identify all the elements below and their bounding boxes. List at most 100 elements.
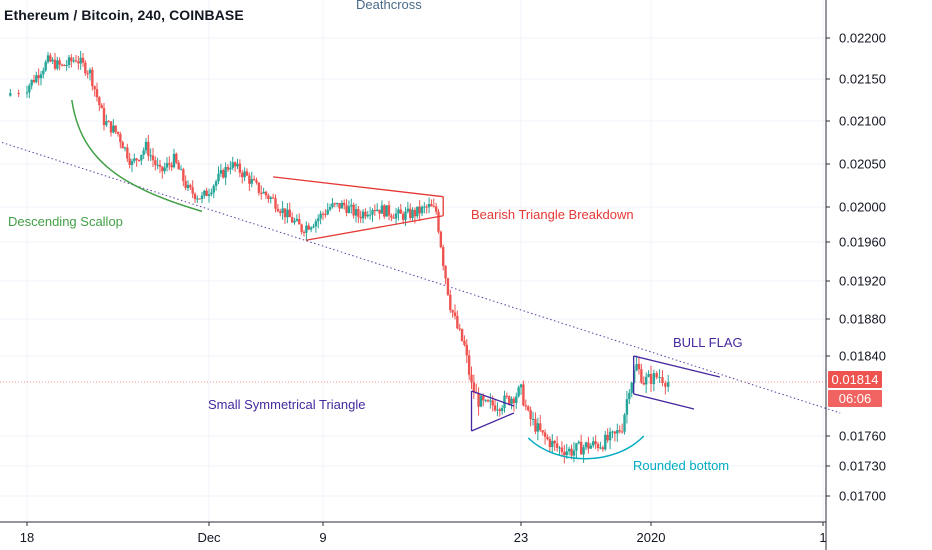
- candle-body: [147, 141, 150, 156]
- candle-body: [539, 423, 542, 431]
- time-tick-label: 18: [20, 530, 34, 545]
- candle-body: [579, 441, 583, 455]
- candle-body: [252, 179, 256, 181]
- candle-body: [458, 328, 461, 330]
- candle-body: [114, 125, 117, 132]
- candle-body: [302, 231, 306, 233]
- candle-body: [352, 204, 355, 216]
- candle-body: [158, 164, 162, 167]
- candle-body: [416, 206, 419, 217]
- candle-body: [262, 191, 265, 194]
- candle-body: [543, 432, 547, 437]
- candle-body: [630, 382, 633, 393]
- candle-body: [637, 363, 641, 370]
- candle-body: [345, 205, 348, 213]
- candle-body: [519, 384, 523, 388]
- candle-body: [51, 59, 54, 62]
- candle-body: [123, 147, 127, 149]
- candle-body: [243, 171, 246, 178]
- candle-body: [86, 73, 89, 75]
- candle-body: [442, 247, 445, 267]
- candle-body: [465, 344, 468, 356]
- candle-body: [119, 134, 122, 143]
- price-tick-label: 0.02050: [839, 157, 886, 172]
- candle-body: [217, 173, 220, 182]
- candle-body: [77, 61, 80, 64]
- candle-body: [300, 224, 303, 232]
- bull-flag-lower-line: [633, 393, 695, 410]
- time-tick-label: 9: [319, 530, 326, 545]
- candle-body: [95, 89, 99, 98]
- candle-body: [437, 211, 440, 232]
- candle-body: [179, 169, 183, 171]
- candle-body: [205, 190, 208, 196]
- candle-body: [347, 206, 351, 213]
- candle-body: [350, 204, 353, 207]
- price-tick-label: 0.02100: [839, 114, 886, 129]
- candle-body: [594, 441, 597, 445]
- candle-body: [354, 209, 358, 216]
- bearish-triangle-lower-line: [305, 215, 444, 241]
- candle-body: [84, 62, 87, 74]
- dotted-trendline: [1, 142, 841, 414]
- candle-body: [245, 171, 249, 176]
- candle-body: [404, 211, 407, 220]
- candle-body: [79, 57, 82, 64]
- candle-body: [326, 209, 329, 215]
- candle-body: [309, 227, 313, 230]
- symmetrical-triangle-lower-line: [471, 412, 515, 432]
- candle-body: [128, 158, 131, 165]
- candle-body: [489, 400, 492, 402]
- candle-body: [620, 431, 624, 433]
- candle-body: [100, 105, 103, 109]
- candle-body: [453, 312, 457, 317]
- candle-body: [140, 154, 143, 161]
- candle-body: [484, 400, 487, 402]
- candle-body: [546, 436, 549, 440]
- candle-body: [508, 396, 511, 404]
- candle-body: [172, 153, 176, 168]
- candle-body: [425, 206, 428, 208]
- candle-body: [449, 294, 452, 311]
- candle-body: [283, 208, 287, 218]
- candle-body: [463, 340, 466, 345]
- candle-body: [42, 70, 45, 75]
- deathcross-label: Deathcross: [356, 0, 422, 12]
- price-tick-label: 0.01840: [839, 349, 886, 364]
- candle-body: [168, 163, 171, 165]
- candle-body: [577, 441, 580, 444]
- candle-body: [319, 213, 322, 219]
- candle-body: [231, 162, 234, 169]
- candle-body: [563, 451, 566, 456]
- candle-body: [575, 443, 578, 451]
- candle-body: [592, 441, 595, 446]
- candle-body: [144, 141, 148, 151]
- candle-body: [203, 190, 206, 196]
- candle-body: [305, 225, 308, 233]
- candle-body: [98, 97, 101, 106]
- candle-body: [587, 442, 590, 449]
- symbol-title[interactable]: Ethereum / Bitcoin, 240, COINBASE: [4, 7, 244, 23]
- candle-body: [30, 79, 33, 86]
- candle-body: [390, 215, 393, 218]
- candle-body: [652, 373, 656, 385]
- candle-body: [642, 382, 645, 385]
- symmetrical-triangle-upper-line: [471, 390, 515, 407]
- candle-body: [522, 384, 525, 406]
- price-tick-label: 0.01920: [839, 274, 886, 289]
- candle-body: [88, 69, 92, 74]
- candle-body: [439, 231, 443, 248]
- candle-body: [527, 406, 530, 411]
- candle-body: [298, 219, 301, 225]
- candle-body: [39, 74, 43, 79]
- candle-body: [70, 57, 73, 62]
- candle-body: [37, 75, 40, 79]
- candle-body: [406, 208, 410, 212]
- candle-body: [257, 182, 261, 193]
- candle-body: [456, 316, 459, 329]
- candle-body: [226, 167, 230, 170]
- candle-body: [17, 93, 20, 95]
- candle-body: [608, 431, 612, 441]
